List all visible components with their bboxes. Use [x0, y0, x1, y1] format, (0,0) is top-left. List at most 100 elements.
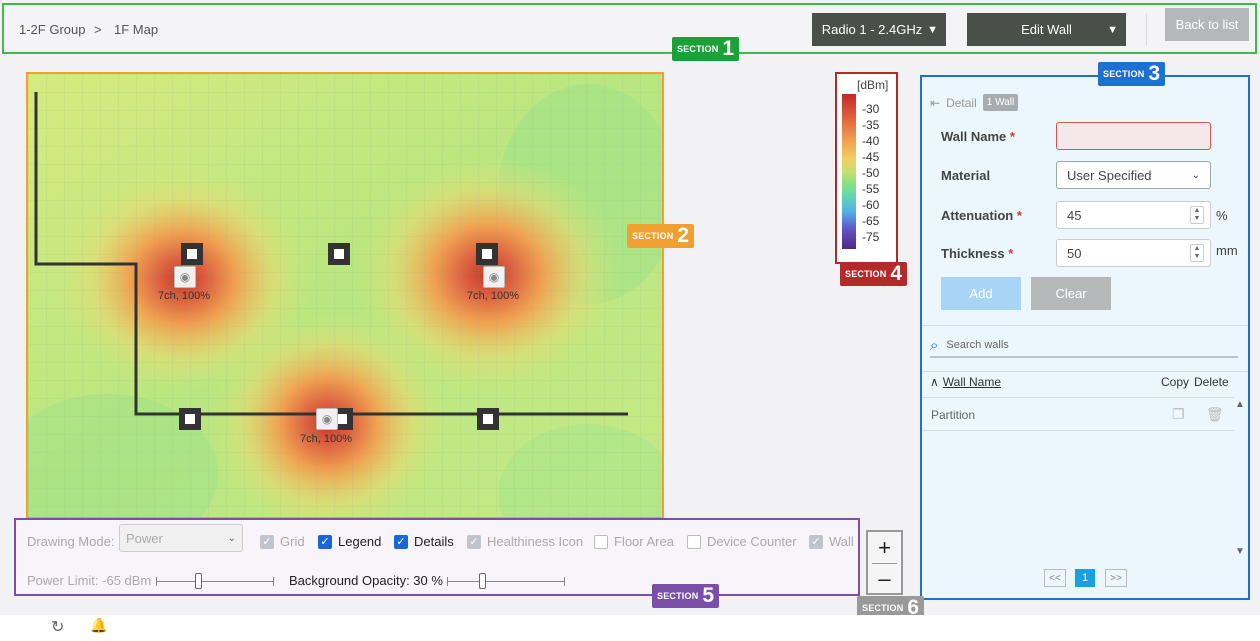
- slider-tick: [447, 577, 448, 586]
- spinner-icon[interactable]: ▲ ▼: [1190, 206, 1204, 224]
- access-point-icon[interactable]: ◉: [483, 266, 505, 288]
- clear-button[interactable]: Clear: [1031, 277, 1111, 310]
- legend-value: -55: [862, 182, 880, 196]
- add-button[interactable]: Add: [941, 277, 1021, 310]
- wall-count-badge: 1 Wall: [982, 94, 1019, 111]
- access-point-icon[interactable]: ◉: [316, 408, 338, 430]
- detail-toggle[interactable]: ⇤ Detail 1 Wall: [930, 94, 1019, 111]
- zoom-out-button[interactable]: –: [878, 566, 891, 591]
- legend-color-bar: [842, 94, 856, 249]
- column-wall-name[interactable]: ∧ Wall Name: [930, 375, 1001, 389]
- material-label: Material: [941, 168, 991, 183]
- section-badge-label: SECTION: [862, 603, 904, 613]
- checkbox-icon: ✓: [318, 534, 332, 549]
- table-row[interactable]: Partition ❐ 🗑: [922, 397, 1234, 431]
- detail-label: Detail: [946, 95, 977, 110]
- scrollbar[interactable]: ▲ ▼: [1234, 397, 1246, 559]
- divider: [1146, 13, 1147, 46]
- section-badge-number: 2: [677, 224, 690, 247]
- wall-node[interactable]: [477, 408, 499, 430]
- section-badge-3: SECTION 3: [1098, 62, 1166, 86]
- spinner-icon[interactable]: ▲ ▼: [1190, 244, 1204, 262]
- thickness-unit: mm: [1216, 243, 1238, 258]
- footer-bar: ↻ 🔔: [0, 615, 1260, 641]
- ap-label: 7ch, 100%: [467, 290, 519, 302]
- wall-node[interactable]: [476, 243, 498, 265]
- radio-select[interactable]: Radio 1 - 2.4GHz ▼: [812, 13, 946, 46]
- legend-values: -30 -35 -40 -45 -50 -55 -60 -65 -75: [862, 101, 879, 245]
- checkbox-icon: [594, 534, 608, 549]
- signal-legend: [dBm] -30 -35 -40 -45 -50 -55 -60 -65 -75: [835, 72, 898, 264]
- scroll-down-icon[interactable]: ▼: [1235, 546, 1245, 557]
- zoom-in-button[interactable]: +: [878, 535, 891, 560]
- search-field[interactable]: ⌕ Search walls: [930, 334, 1238, 358]
- thickness-label: Thickness *: [941, 246, 1014, 261]
- checkbox-icon: ✓: [809, 534, 823, 549]
- refresh-icon[interactable]: ↻: [51, 619, 65, 636]
- search-input[interactable]: Search walls: [946, 339, 1009, 351]
- drawing-mode-select[interactable]: Power ⌄: [119, 524, 243, 552]
- search-icon: ⌕: [930, 336, 939, 354]
- breadcrumb-group[interactable]: 1-2F Group: [19, 22, 86, 37]
- wall-node[interactable]: [181, 243, 203, 265]
- legend-checkbox[interactable]: ✓ Legend: [318, 534, 381, 549]
- wall-checkbox[interactable]: ✓ Wall: [809, 534, 854, 549]
- copy-icon[interactable]: ❐: [1172, 406, 1185, 422]
- slider-thumb[interactable]: [195, 573, 203, 589]
- attenuation-label: Attenuation *: [941, 208, 1022, 223]
- heatmap-svg: [28, 74, 662, 517]
- device-counter-checkbox[interactable]: Device Counter: [687, 534, 797, 549]
- checkbox-icon: [687, 534, 701, 549]
- power-limit-label: Power Limit: -65 dBm: [27, 573, 152, 588]
- attenuation-input[interactable]: 45 ▲ ▼: [1056, 201, 1211, 229]
- zoom-control: + –: [866, 530, 903, 595]
- power-limit-slider[interactable]: [156, 573, 274, 589]
- divider: [872, 563, 897, 564]
- wall-node[interactable]: [328, 243, 350, 265]
- radio-select-value: Radio 1 - 2.4GHz: [821, 22, 923, 37]
- scroll-up-icon[interactable]: ▲: [1235, 399, 1245, 410]
- top-bar: 1-2F Group > 1F Map Radio 1 - 2.4GHz ▼ E…: [2, 3, 1257, 54]
- wall-node[interactable]: [179, 408, 201, 430]
- slider-thumb[interactable]: [479, 573, 487, 589]
- section-badge-number: 1: [722, 37, 735, 60]
- dropdown-arrow-icon: ▼: [1107, 23, 1118, 36]
- wall-detail-panel: ⇤ Detail 1 Wall Wall Name * Material Use…: [920, 75, 1250, 600]
- column-header-copy: Copy: [1161, 375, 1190, 389]
- heatmap-canvas[interactable]: ◉ 7ch, 100% ◉ 7ch, 100% ◉ 7ch, 100%: [26, 72, 664, 519]
- access-point-icon[interactable]: ◉: [174, 266, 196, 288]
- legend-value: -45: [862, 150, 880, 164]
- legend-value: -35: [862, 118, 880, 132]
- thickness-value: 50: [1067, 245, 1082, 261]
- floor-area-checkbox[interactable]: Floor Area: [594, 534, 674, 549]
- collapse-icon: ⇤: [930, 95, 941, 110]
- mode-select[interactable]: Edit Wall ▼: [967, 13, 1126, 46]
- healthiness-icon-checkbox[interactable]: ✓ Healthiness Icon: [467, 534, 583, 549]
- pager-next-button[interactable]: >>: [1105, 569, 1127, 587]
- trash-icon[interactable]: 🗑: [1206, 406, 1224, 422]
- section-badge-number: 3: [1148, 62, 1161, 85]
- dropdown-arrow-icon: ▼: [927, 23, 938, 36]
- attenuation-value: 45: [1067, 207, 1082, 223]
- legend-value: -60: [862, 198, 880, 212]
- section-badge-4: SECTION 4: [840, 262, 908, 286]
- divider: [922, 371, 1248, 372]
- section-badge-label: SECTION: [677, 44, 719, 54]
- pager-page-1[interactable]: 1: [1075, 569, 1095, 587]
- sort-icon: ∧: [930, 375, 939, 389]
- grid-checkbox[interactable]: ✓ Grid: [260, 534, 305, 549]
- back-to-list-button[interactable]: Back to list: [1165, 8, 1249, 41]
- chevron-down-icon: ⌄: [227, 532, 236, 544]
- bell-icon[interactable]: 🔔: [90, 617, 108, 633]
- checkbox-icon: ✓: [260, 534, 274, 549]
- details-checkbox[interactable]: ✓ Details: [394, 534, 454, 549]
- wall-name-input[interactable]: [1056, 122, 1211, 150]
- column-header-name: Wall Name: [942, 375, 1002, 389]
- material-select[interactable]: User Specified ⌄: [1056, 161, 1211, 189]
- background-opacity-slider[interactable]: [447, 573, 565, 589]
- section-badge-2: SECTION 2: [627, 224, 695, 248]
- section-badge-label: SECTION: [1103, 69, 1145, 79]
- thickness-input[interactable]: 50 ▲ ▼: [1056, 239, 1211, 267]
- pager-prev-button[interactable]: <<: [1044, 569, 1066, 587]
- divider: [922, 325, 1248, 326]
